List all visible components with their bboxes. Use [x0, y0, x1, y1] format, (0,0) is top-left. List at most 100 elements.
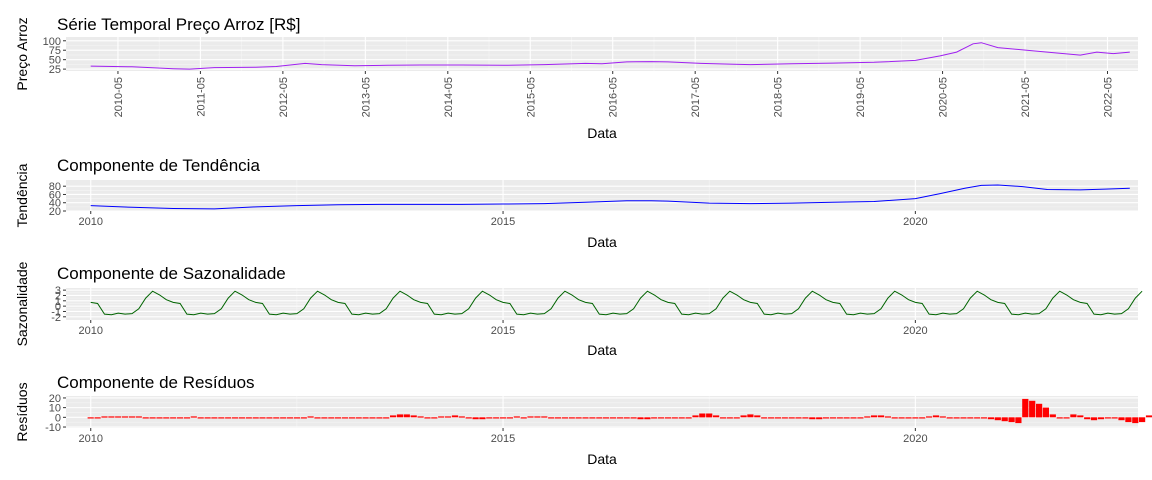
residual-bar: [686, 417, 692, 418]
residual-bar: [967, 417, 973, 418]
residual-bar: [933, 415, 939, 417]
residual-bar: [995, 417, 1001, 420]
x-tick-label: 2020: [903, 216, 927, 228]
y-axis-title: Preço Arroz: [14, 17, 30, 90]
residual-bar: [1091, 417, 1097, 420]
residual-bar: [205, 417, 211, 418]
residual-bar: [184, 417, 190, 418]
residual-bar: [1105, 417, 1111, 418]
x-tick-label: 2018-05: [773, 77, 785, 117]
residual-bar: [1112, 417, 1118, 418]
residual-bar: [246, 417, 252, 418]
residual-bar: [926, 416, 932, 417]
residual-bar: [266, 417, 272, 418]
residual-bar: [919, 417, 925, 418]
x-tick-label: 2010-05: [113, 77, 125, 117]
residual-bar: [239, 417, 245, 418]
residual-bar: [1146, 415, 1152, 417]
residual-bar: [768, 417, 774, 418]
residual-bar: [129, 416, 135, 417]
residual-bar: [576, 417, 582, 418]
residual-bar: [761, 417, 767, 418]
residual-bar: [507, 417, 513, 418]
residual-bar: [101, 416, 107, 417]
x-tick-label: 2010: [78, 433, 102, 445]
residual-bar: [466, 417, 472, 418]
x-tick-label: 2022-05: [1102, 77, 1114, 117]
residual-bar: [1015, 417, 1021, 423]
residual-bar: [342, 417, 348, 418]
residual-bar: [1077, 415, 1083, 417]
panel-title: Série Temporal Preço Arroz [R$]: [57, 15, 300, 34]
residual-bar: [637, 417, 643, 419]
x-tick-label: 2010: [78, 325, 102, 337]
residual-bar: [562, 417, 568, 418]
y-tick-label: 3: [55, 285, 61, 297]
residual-bar: [308, 416, 314, 417]
residual-bar: [150, 417, 156, 418]
residual-bar: [287, 417, 293, 418]
residual-bar: [1009, 417, 1015, 422]
residual-bar: [328, 417, 334, 418]
residual-bar: [376, 417, 382, 418]
y-tick-label: 80: [49, 181, 61, 193]
residual-bar: [850, 417, 856, 418]
residual-bar: [692, 415, 698, 417]
residual-bar: [356, 417, 362, 418]
x-tick-label: 2013-05: [360, 77, 372, 117]
residual-bar: [445, 416, 451, 417]
x-tick-label: 2015-05: [525, 77, 537, 117]
panel-background: [66, 180, 1138, 211]
residual-bar: [555, 417, 561, 418]
x-axis-title: Data: [587, 234, 617, 250]
residual-bar: [198, 417, 204, 418]
residual-bar: [947, 417, 953, 418]
panel-4: -10010202010 2015 2020Componente de Resídu…: [14, 373, 1152, 467]
residual-bar: [974, 417, 980, 418]
residual-bar: [631, 417, 637, 418]
residual-bar: [960, 417, 966, 418]
residual-bar: [864, 416, 870, 417]
residual-bar: [871, 415, 877, 417]
residual-bar: [95, 417, 101, 418]
x-axis-title: Data: [587, 342, 617, 358]
residual-bar: [672, 417, 678, 418]
residual-bar: [314, 417, 320, 418]
x-tick-label: 2015: [491, 216, 515, 228]
residual-bar: [273, 417, 279, 418]
residual-bar: [720, 417, 726, 418]
x-tick-label: 2015: [491, 325, 515, 337]
residual-bar: [706, 414, 712, 418]
residual-bar: [569, 417, 575, 418]
residual-bar: [411, 415, 417, 417]
x-tick-label: 2011-05: [195, 77, 207, 117]
residual-bar: [363, 417, 369, 418]
residual-bar: [802, 417, 808, 418]
x-axis-title: Data: [587, 125, 617, 141]
residual-bar: [253, 417, 259, 418]
residual-bar: [218, 417, 224, 418]
residual-bar: [259, 417, 265, 418]
residual-bar: [754, 415, 760, 417]
residual-bar: [940, 416, 946, 417]
residual-bar: [397, 414, 403, 417]
residual-bar: [1043, 408, 1049, 418]
panel-title: Componente de Resíduos: [57, 373, 255, 392]
x-tick-label: 2010: [78, 216, 102, 228]
residual-bar: [1022, 399, 1028, 417]
residual-bar: [486, 417, 492, 418]
residual-bar: [603, 417, 609, 418]
panel-background: [66, 396, 1138, 428]
residual-bar: [1132, 417, 1138, 423]
x-tick-label: 2020-05: [938, 77, 950, 117]
residual-bar: [493, 417, 499, 418]
residual-bar: [617, 417, 623, 418]
x-tick-label: 2014-05: [443, 77, 455, 117]
residual-bar: [404, 414, 410, 417]
residual-bar: [1125, 417, 1131, 422]
residual-bar: [644, 417, 650, 419]
residual-bar: [1084, 417, 1090, 419]
